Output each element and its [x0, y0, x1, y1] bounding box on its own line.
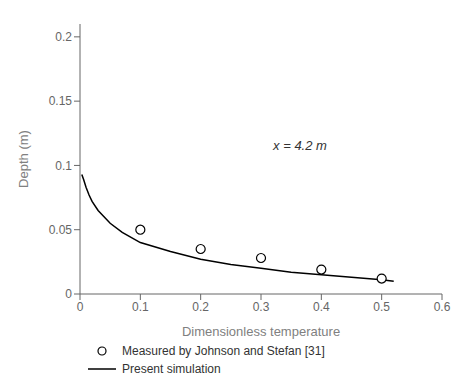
svg-text:0: 0 — [77, 300, 84, 314]
svg-text:x = 4.2 m: x = 4.2 m — [272, 138, 327, 153]
svg-text:0.5: 0.5 — [373, 300, 390, 314]
svg-text:0.2: 0.2 — [55, 30, 72, 44]
svg-text:0.2: 0.2 — [192, 300, 209, 314]
svg-text:0.1: 0.1 — [55, 159, 72, 173]
svg-text:0: 0 — [65, 287, 72, 301]
svg-text:Depth (m): Depth (m) — [16, 130, 31, 188]
svg-text:0.4: 0.4 — [313, 300, 330, 314]
svg-text:Dimensionless temperature: Dimensionless temperature — [182, 324, 340, 339]
html-text:Measured by Johnson and Stefan: Measured by Johnson and Stefan [31] — [122, 344, 325, 358]
svg-text:0.3: 0.3 — [253, 300, 270, 314]
html-text:Present simulation: Present simulation — [122, 362, 221, 376]
svg-text:0.6: 0.6 — [434, 300, 451, 314]
svg-text:0.15: 0.15 — [49, 94, 73, 108]
svg-text:0.1: 0.1 — [132, 300, 149, 314]
svg-text:0.05: 0.05 — [49, 223, 73, 237]
